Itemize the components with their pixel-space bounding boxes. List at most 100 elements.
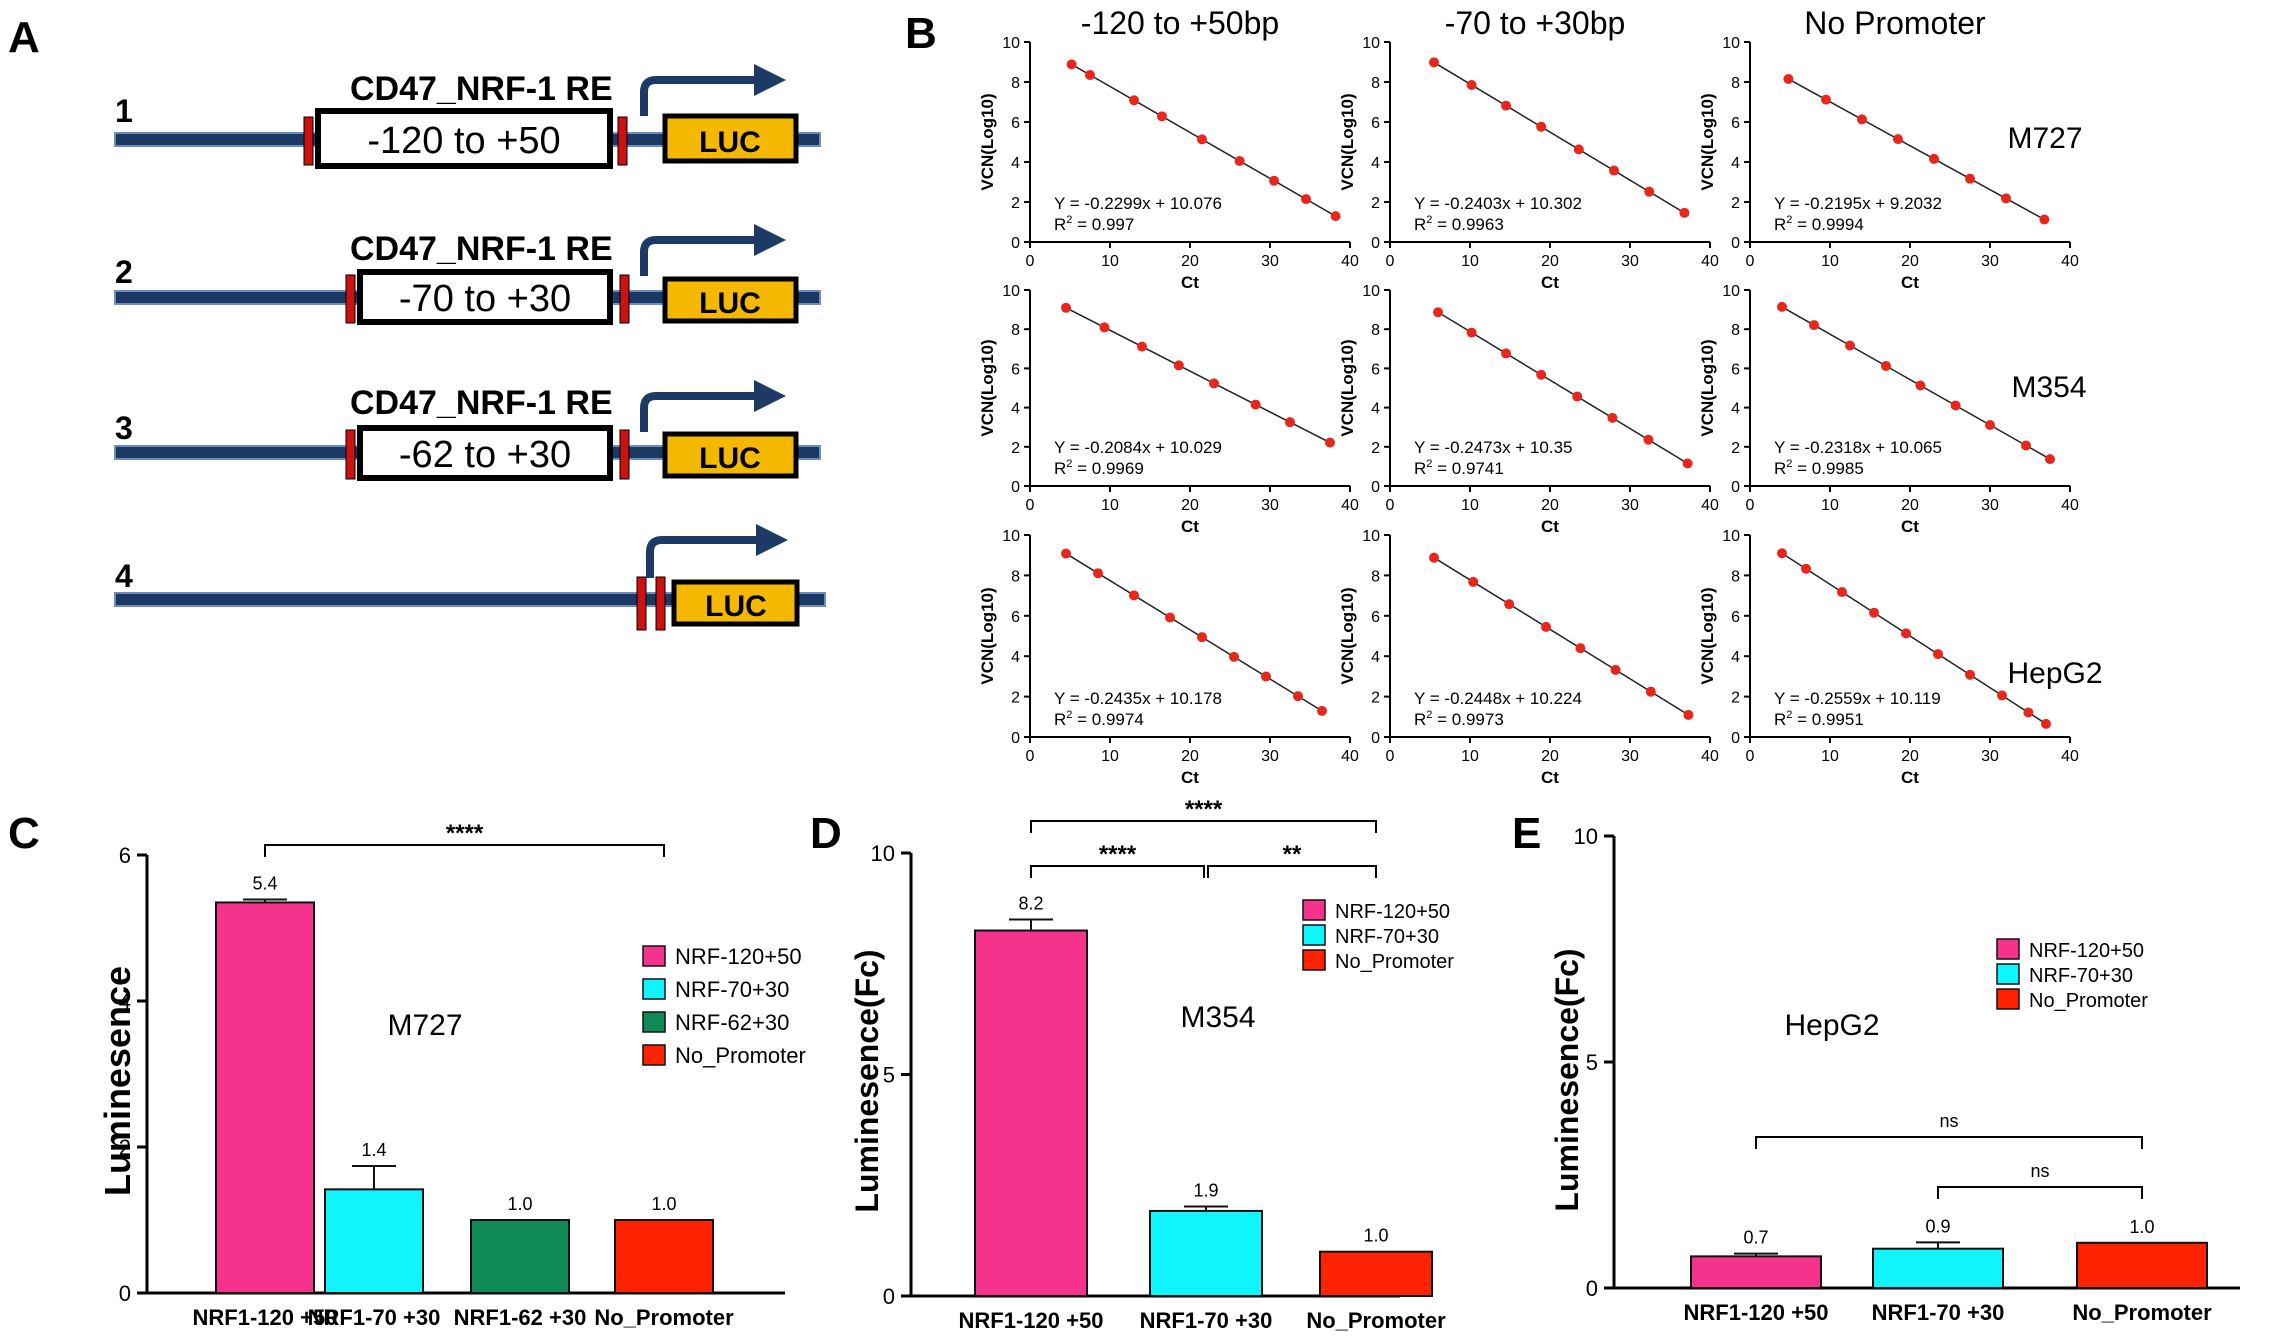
y-axis-label: VCN(Log10): [1338, 339, 1357, 436]
y-tick-label: 0: [119, 1281, 131, 1306]
y-axis-label: Luminesence(Fc): [1549, 948, 1585, 1211]
y-tick-label: 0: [1011, 235, 1020, 252]
x-tick-label: 10: [1101, 253, 1119, 270]
x-tick-label: 40: [1701, 253, 1719, 270]
y-tick-label: 2: [1731, 440, 1740, 457]
y-tick-label: 8: [1371, 568, 1380, 585]
data-point: [1881, 360, 1891, 371]
construct-number: 4: [115, 558, 133, 594]
bar: [1149, 1209, 1263, 1297]
luc-box: [662, 276, 799, 324]
r-squared-superscript: 2: [1786, 214, 1792, 226]
y-tick-label: 10: [1722, 528, 1740, 545]
y-tick-label: 8: [1731, 568, 1740, 585]
x-tick-label: 0: [1026, 497, 1035, 514]
data-label: 1.0: [1363, 1226, 1388, 1246]
legend-label: NRF-120+50: [2029, 940, 2144, 962]
y-axis-label: VCN(Log10): [978, 339, 997, 436]
legend-label: No_Promoter: [675, 1043, 806, 1068]
data-point: [1915, 380, 1926, 391]
data-point: [2021, 440, 2031, 451]
x-tick-label: NRF1-62 +30: [454, 1305, 587, 1330]
data-point: [1801, 563, 1811, 574]
legend-label: No_Promoter: [1335, 951, 1454, 973]
data-point: [1504, 599, 1515, 610]
x-tick-label: 20: [1181, 748, 1199, 765]
data-point: [1777, 301, 1787, 312]
x-tick-label: 30: [1261, 497, 1279, 514]
bar: [324, 1188, 424, 1294]
x-tick-label: 30: [1981, 497, 1999, 514]
y-tick-label: 6: [1371, 361, 1380, 378]
y-tick-label: 0: [1371, 479, 1380, 496]
x-tick-label: 10: [1461, 748, 1479, 765]
scatter-plot: 0 2 4 6 8 10 0 10 20 30 40 Ct VCN(Log10) Y = -0.2403x…: [1338, 35, 1719, 292]
scatter-plot: 0 2 4 6 8 10 0 10 20 30 40 Ct VCN(Log10) Y = -0.2435x…: [978, 528, 1359, 787]
significance-label: ns: [2030, 1161, 2049, 1181]
x-axis-label: Ct: [1541, 273, 1559, 292]
x-tick-label: 10: [1461, 253, 1479, 270]
re-label: CD47_NRF-1 RE: [350, 70, 613, 108]
column-title: No Promoter: [1804, 5, 1986, 41]
data-point: [1541, 621, 1551, 632]
regression-equation: Y = -0.2559x + 10.119: [1774, 689, 1941, 708]
legend-label: NRF-70+30: [675, 977, 789, 1002]
scatter-plot: 0 2 4 6 8 10 0 10 20 30 40 Ct VCN(Log10) Y = -0.2299x…: [978, 35, 1359, 292]
data-point: [1157, 111, 1167, 122]
re-label: CD47_NRF-1 RE: [350, 230, 613, 268]
y-tick-label: 0: [1731, 235, 1740, 252]
data-point: [2001, 193, 2011, 204]
x-tick-label: NRF1-70 +30: [1872, 1300, 2005, 1325]
luc-label: LUC: [705, 590, 767, 623]
y-tick-label: 0: [1586, 1276, 1598, 1301]
x-tick-label: 20: [1541, 748, 1559, 765]
x-tick-label: 10: [1461, 497, 1479, 514]
r-squared-value: = 0.9951: [1792, 710, 1863, 729]
y-tick-label: 2: [1371, 440, 1380, 457]
x-tick-label: NRF1-70 +30: [308, 1305, 441, 1330]
y-tick-label: 6: [119, 843, 131, 868]
bar: [215, 901, 315, 1294]
data-point: [1209, 378, 1219, 389]
data-point: [1679, 207, 1690, 218]
legend-swatch: [1302, 899, 1326, 921]
data-label: 1.0: [651, 1194, 676, 1214]
y-tick-label: 6: [1731, 115, 1740, 132]
x-tick-label: NRF1-120 +50: [1684, 1300, 1829, 1325]
y-tick-label: 10: [1722, 35, 1740, 52]
y-tick-label: 4: [1011, 155, 1020, 172]
panel-d: D Luminesence(Fc) M354 0 5 10 8.2 NRF1-120 +…: [810, 796, 1454, 1333]
legend-swatch: [1996, 988, 2020, 1010]
y-tick-label: 6: [1371, 609, 1380, 626]
row-label: M727: [2007, 122, 2082, 155]
data-point: [2041, 718, 2051, 729]
data-point: [1099, 322, 1110, 333]
y-tick-label: 2: [1011, 690, 1020, 707]
legend-swatch: [1302, 949, 1326, 971]
regression-equation: Y = -0.2299x + 10.076: [1054, 194, 1222, 213]
r-squared-value: = 0.9963: [1432, 215, 1503, 234]
data-point: [1129, 590, 1139, 601]
fit-line: [1779, 304, 2053, 462]
legend-swatch: [1996, 938, 2020, 960]
luc-label: LUC: [699, 126, 761, 159]
data-point: [1609, 165, 1619, 176]
x-tick-label: 10: [1101, 748, 1119, 765]
chart-annotation: HepG2: [1784, 1009, 1879, 1042]
x-axis-label: Ct: [1901, 768, 1919, 787]
x-tick-label: 10: [1821, 253, 1839, 270]
significance-bracket: [264, 844, 665, 857]
x-axis-label: Ct: [1181, 517, 1199, 536]
construct-1: 1 CD47_NRF-1 RE -120 to +50 LUC: [114, 64, 821, 169]
data-point: [1643, 434, 1654, 445]
data-point: [1093, 568, 1103, 579]
y-tick-label: 0: [1011, 730, 1020, 747]
x-tick-label: 0: [1026, 253, 1035, 270]
y-tick-label: 10: [1362, 35, 1380, 52]
data-point: [1269, 175, 1279, 186]
y-axis-label: VCN(Log10): [1698, 93, 1717, 190]
r-squared-value: = 0.9973: [1432, 710, 1503, 729]
x-tick-label: 30: [1621, 497, 1639, 514]
y-tick-label: 10: [1722, 283, 1740, 300]
y-tick-label: 6: [1731, 361, 1740, 378]
